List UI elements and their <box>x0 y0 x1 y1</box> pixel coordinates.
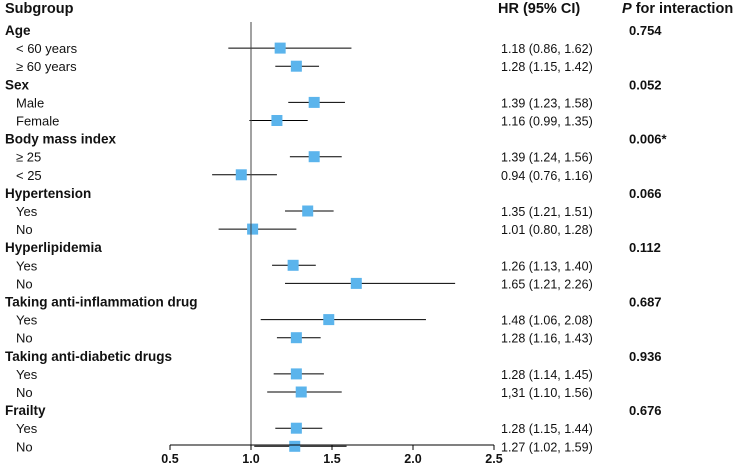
subgroup-label: < 25 <box>16 168 42 183</box>
subgroup-label: ≥ 60 years <box>16 59 77 74</box>
hr-ci-text: 0.94 (0.76, 1.16) <box>501 169 593 183</box>
subgroup-label: Male <box>16 95 44 110</box>
x-tick-label: 2.5 <box>485 452 502 465</box>
hr-ci-text: 1.65 (1.21, 2.26) <box>501 277 593 291</box>
hr-ci-text: 1.16 (0.99, 1.35) <box>501 115 593 129</box>
p-interaction-value: 0.676 <box>629 403 662 418</box>
p-interaction-value: 0.687 <box>629 295 662 310</box>
hr-marker <box>289 440 301 452</box>
subgroup-label: Yes <box>16 367 38 382</box>
hr-marker <box>295 386 307 398</box>
group-label: Frailty <box>5 403 46 418</box>
subgroup-label: Yes <box>16 204 38 219</box>
p-interaction-value: 0.754 <box>629 23 662 38</box>
hr-marker <box>247 223 259 235</box>
group-label: Hyperlipidemia <box>5 240 102 255</box>
hr-ci-text: 1.35 (1.21, 1.51) <box>501 205 593 219</box>
hr-ci-text: 1.28 (1.16, 1.43) <box>501 332 593 346</box>
x-tick-label: 0.5 <box>161 452 178 465</box>
hr-marker <box>290 60 302 72</box>
x-tick-label: 1.0 <box>242 452 259 465</box>
hr-ci-text: 1.48 (1.06, 2.08) <box>501 314 593 328</box>
hr-marker <box>274 42 286 54</box>
hr-ci-text: 1.26 (1.13, 1.40) <box>501 259 593 273</box>
group-label: Taking anti-diabetic drugs <box>5 349 172 364</box>
x-tick-label: 1.5 <box>323 452 340 465</box>
p-interaction-value: 0.936 <box>629 349 662 364</box>
hr-ci-text: 1.28 (1.15, 1.44) <box>501 422 593 436</box>
hr-marker <box>290 422 302 434</box>
subgroup-label: ≥ 25 <box>16 150 41 165</box>
hr-marker <box>271 115 283 126</box>
header-hr: HR (95% CI) <box>498 1 580 17</box>
subgroup-label: No <box>16 385 33 400</box>
group-label: Body mass index <box>5 132 117 147</box>
hr-marker <box>290 332 302 344</box>
subgroup-label: No <box>16 222 33 237</box>
subgroup-label: Yes <box>16 313 38 328</box>
hr-marker <box>290 368 302 380</box>
hr-marker <box>323 314 335 326</box>
hr-ci-text: 1.18 (0.86, 1.62) <box>501 42 593 56</box>
hr-ci-text: 1.27 (1.02, 1.59) <box>501 440 593 454</box>
hr-ci-text: 1.01 (0.80, 1.28) <box>501 223 593 237</box>
hr-marker <box>287 259 299 271</box>
hr-ci-text: 1,31 (1.10, 1.56) <box>501 386 593 400</box>
subgroup-label: No <box>16 276 33 291</box>
header-p-italic: P <box>622 1 632 17</box>
hr-marker <box>235 169 247 181</box>
subgroup-label: Yes <box>16 421 38 436</box>
hr-marker <box>308 96 320 108</box>
subgroup-label: No <box>16 439 33 454</box>
subgroup-label: < 60 years <box>16 41 78 56</box>
hr-marker <box>302 205 314 217</box>
p-interaction-value: 0.112 <box>629 240 661 255</box>
p-interaction-value: 0.052 <box>629 77 662 92</box>
group-label: Sex <box>5 77 30 92</box>
forest-rows: Age 0.754 < 60 years 1.18 (0.86, 1.62) ≥ 60 … <box>5 23 668 454</box>
hr-ci-text: 1.39 (1.23, 1.58) <box>501 96 593 110</box>
header-subgroup: Subgroup <box>5 1 74 17</box>
p-interaction-value: 0.006* <box>629 132 668 147</box>
hr-marker <box>308 151 320 163</box>
p-interaction-value: 0.066 <box>629 186 662 201</box>
group-label: Age <box>5 23 31 38</box>
hr-ci-text: 1.28 (1.14, 1.45) <box>501 368 593 382</box>
hr-marker <box>350 277 362 289</box>
subgroup-label: Yes <box>16 258 38 273</box>
header-p-interaction: P for interaction <box>622 1 733 17</box>
x-tick-label: 2.0 <box>404 452 421 465</box>
group-label: Hypertension <box>5 186 91 201</box>
x-axis: 0.5 1.0 1.5 2.0 2.5 <box>161 22 503 465</box>
header-p-rest: for interaction <box>632 1 734 17</box>
subgroup-label: Female <box>16 114 59 129</box>
hr-ci-text: 1.39 (1.24, 1.56) <box>501 151 593 165</box>
subgroup-label: No <box>16 331 33 346</box>
group-label: Taking anti-inflammation drug <box>5 295 198 310</box>
hr-ci-text: 1.28 (1.15, 1.42) <box>501 60 593 74</box>
